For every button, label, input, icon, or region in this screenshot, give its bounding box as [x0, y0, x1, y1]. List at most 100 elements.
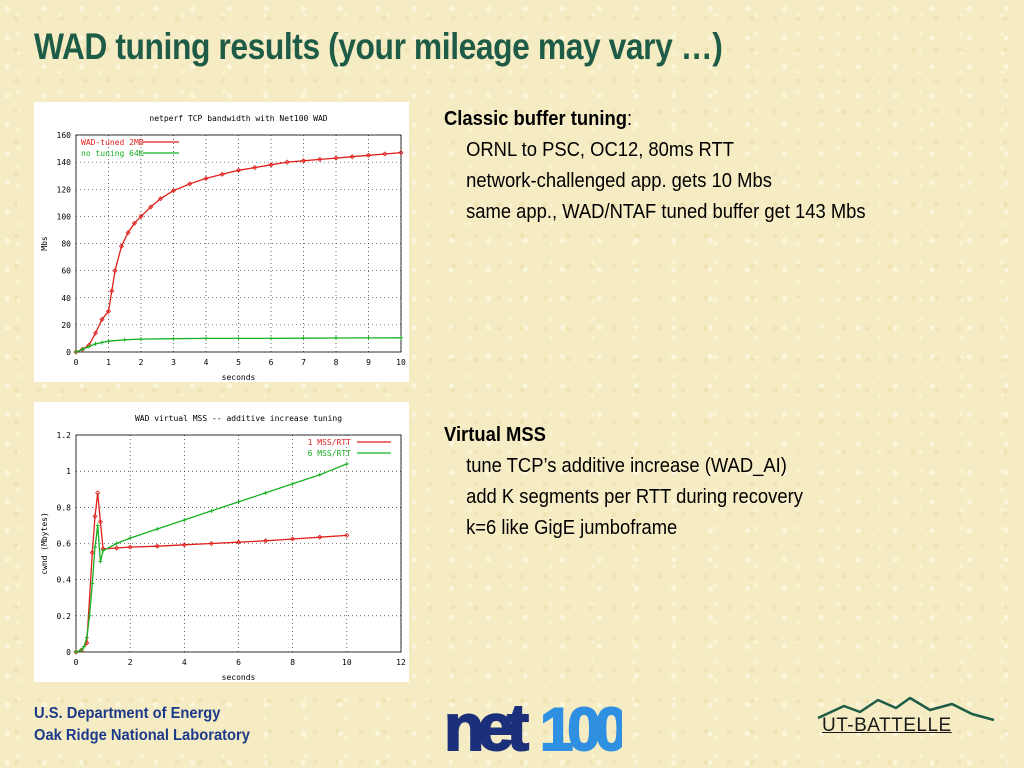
- data-point: [93, 341, 98, 346]
- y-axis-label: Mbs: [40, 236, 49, 251]
- data-point: [236, 499, 241, 504]
- net100-logo-digits: 100: [540, 696, 622, 762]
- block-line: same app., WAD/NTAF tuned buffer get 143…: [466, 201, 866, 223]
- data-point: [92, 330, 99, 336]
- bandwidth-chart: netperf TCP bandwidth with Net100 WAD 0 1 2…: [34, 102, 409, 382]
- data-point: [138, 213, 144, 219]
- data-point: [219, 171, 225, 177]
- x-tick-label: 9: [366, 358, 371, 367]
- data-point: [204, 336, 208, 341]
- data-point: [99, 316, 105, 323]
- slide-title: WAD tuning results (your mileage may var…: [34, 26, 723, 67]
- data-point: [122, 337, 127, 342]
- data-point: [399, 335, 403, 340]
- data-point: [79, 648, 84, 653]
- x-tick-label: 8: [334, 358, 339, 367]
- x-tick-label: 0: [74, 658, 79, 667]
- data-point: [365, 152, 372, 158]
- data-point: [290, 481, 295, 486]
- x-tick-label: 2: [128, 658, 133, 667]
- data-point: [109, 288, 115, 294]
- y-tick-label: 120: [57, 185, 72, 194]
- y-tick-label: 1: [66, 467, 71, 476]
- block-line: network-challenged app. gets 10 Mbs: [466, 170, 772, 192]
- x-tick-label: 1: [106, 358, 111, 367]
- classic-buffer-tuning-block: Classic buffer tuning: ORNL to PSC, OC12…: [444, 104, 866, 228]
- data-point: [170, 188, 177, 194]
- data-point: [155, 527, 160, 532]
- y-tick-label: 0: [66, 348, 71, 357]
- x-tick-label: 12: [396, 658, 406, 667]
- data-point: [87, 344, 91, 349]
- data-point: [125, 230, 131, 236]
- data-point: [98, 559, 103, 564]
- block-line: k=6 like GigE jumboframe: [466, 517, 678, 539]
- x-axis-label: seconds: [222, 673, 256, 682]
- data-point: [90, 581, 95, 586]
- data-point: [106, 339, 111, 344]
- data-point: [95, 523, 100, 528]
- data-point: [139, 337, 143, 342]
- ut-battelle-mountain-icon: [817, 696, 995, 722]
- block-line: tune TCP’s additive increase (WAD_AI): [466, 455, 787, 477]
- data-point: [333, 155, 339, 161]
- data-point: [118, 243, 125, 249]
- y-tick-label: 0.2: [57, 612, 72, 621]
- footer-organization: U.S. Department of Energy Oak Ridge Nati…: [34, 703, 250, 747]
- y-tick-label: 100: [57, 212, 72, 221]
- data-point: [263, 538, 269, 544]
- data-point: [284, 159, 290, 165]
- y-tick-label: 80: [61, 240, 71, 249]
- y-tick-label: 1.2: [57, 431, 72, 440]
- data-point: [154, 543, 160, 549]
- data-point: [101, 548, 106, 553]
- block-line: add K segments per RTT during recovery: [466, 486, 803, 508]
- y-tick-label: 140: [57, 158, 72, 167]
- net100-logo: net 100: [443, 692, 622, 762]
- x-axis-label: seconds: [222, 373, 256, 382]
- data-point: [127, 544, 133, 550]
- data-point: [252, 164, 258, 171]
- data-point: [344, 461, 349, 466]
- data-point: [317, 534, 323, 540]
- x-tick-label: 2: [139, 358, 144, 367]
- block-line: ORNL to PSC, OC12, 80ms RTT: [466, 139, 734, 161]
- series-line-1: [75, 463, 348, 653]
- block-heading: Classic buffer tuning:: [444, 108, 633, 130]
- data-point: [235, 167, 242, 173]
- data-point: [131, 220, 138, 226]
- legend-label: 6 MSS/RTT: [308, 449, 352, 458]
- x-tick-label: 7: [301, 358, 306, 367]
- x-tick-label: 10: [396, 358, 406, 367]
- y-tick-label: 0.8: [57, 503, 72, 512]
- y-axis-label: cwnd (Mbytes): [40, 512, 49, 575]
- x-tick-label: 4: [182, 658, 187, 667]
- plot-frame: [75, 434, 402, 653]
- x-tick-label: 8: [290, 658, 295, 667]
- data-point: [300, 158, 307, 164]
- series-line-0: [75, 492, 347, 653]
- data-point: [74, 350, 78, 354]
- data-point: [82, 644, 87, 649]
- x-tick-label: 0: [74, 358, 79, 367]
- data-point: [114, 545, 120, 551]
- data-point: [114, 541, 119, 546]
- data-point: [95, 490, 101, 496]
- data-point: [236, 336, 241, 341]
- data-point: [87, 613, 92, 618]
- x-tick-label: 5: [236, 358, 241, 367]
- data-point: [182, 517, 187, 522]
- org-line-ornl: Oak Ridge National Laboratory: [34, 727, 250, 744]
- data-point: [203, 175, 209, 181]
- x-tick-label: 4: [204, 358, 209, 367]
- data-point: [92, 513, 98, 519]
- org-line-doe: U.S. Department of Energy: [34, 705, 221, 722]
- data-point: [181, 542, 187, 548]
- data-point: [382, 151, 388, 157]
- data-point: [74, 650, 78, 654]
- data-point: [209, 508, 214, 513]
- data-point: [349, 154, 355, 160]
- data-point: [344, 532, 350, 538]
- legend-label: WAD-tuned 2MB: [81, 138, 144, 147]
- data-point: [100, 340, 104, 345]
